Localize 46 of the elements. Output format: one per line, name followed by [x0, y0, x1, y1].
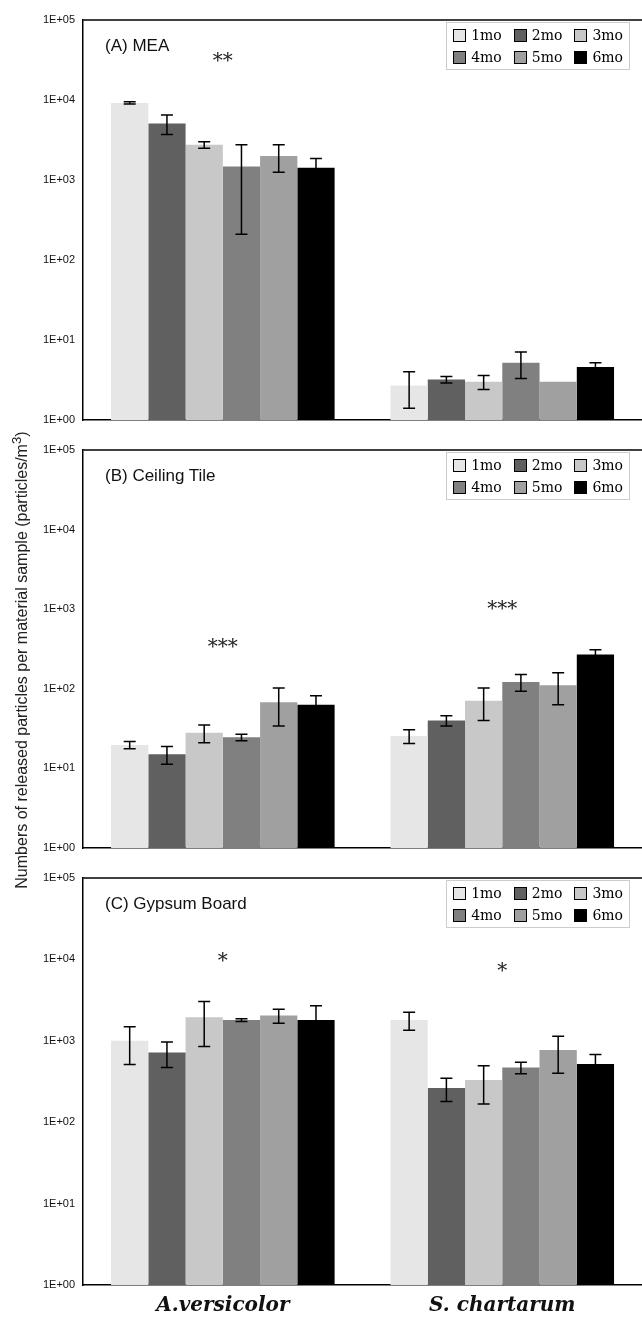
y-tick-label: 1E+02	[42, 681, 76, 694]
annotation: **	[212, 47, 233, 72]
legend-label: 3mo	[592, 885, 623, 901]
annotation: *	[497, 958, 508, 983]
legend-label: 5mo	[531, 49, 563, 65]
legend-label: 2mo	[531, 27, 563, 43]
y-tick-label: 1E+03	[42, 602, 76, 615]
annotation: ***	[207, 634, 238, 659]
y-tick-label: 1E+01	[42, 333, 76, 346]
legend-label: 3mo	[592, 27, 623, 43]
legend-label: 3mo	[592, 457, 623, 473]
x-tick-label: S. chartarum	[429, 1292, 576, 1317]
y-tick-label: 1E+04	[42, 93, 76, 106]
legend-label: 4mo	[471, 49, 502, 65]
legend-label: 5mo	[531, 907, 563, 923]
legend-label: 1mo	[471, 457, 502, 473]
legend-label: 6mo	[592, 479, 623, 495]
text: (B) Ceiling Tile	[105, 466, 216, 486]
legend-label: 1mo	[471, 885, 502, 901]
x-tick-label: A.versicolor	[154, 1292, 291, 1317]
legend-label: 6mo	[592, 49, 623, 65]
legend-label: 4mo	[471, 479, 502, 495]
y-tick-label: 1E+05	[42, 443, 76, 456]
y-tick-label: 1E+00	[42, 841, 76, 854]
legend-label: 1mo	[471, 27, 502, 43]
text: (A) MEA	[105, 36, 170, 56]
legend-label: 2mo	[531, 885, 563, 901]
y-tick-label: 1E+02	[42, 253, 76, 266]
legend-label: 4mo	[471, 907, 502, 923]
y-tick-label: 1E+00	[42, 413, 76, 426]
y-tick-label: 1E+02	[42, 1115, 76, 1128]
legend-label: 6mo	[592, 907, 623, 923]
legend-label: 2mo	[531, 457, 563, 473]
annotation: *	[217, 947, 228, 972]
y-tick-label: 1E+03	[42, 173, 76, 186]
annotation: ***	[487, 596, 518, 620]
y-tick-label: 1E+05	[42, 13, 76, 26]
y-tick-label: 1E+01	[42, 1196, 76, 1209]
y-tick-label: 1E+05	[42, 871, 76, 884]
y-tick-label: 1E+04	[42, 522, 76, 535]
y-tick-label: 1E+03	[42, 1033, 76, 1046]
y-tick-label: 1E+00	[42, 1278, 76, 1291]
text: (C) Gypsum Board	[105, 894, 247, 914]
legend-label: 5mo	[531, 479, 563, 495]
y-tick-label: 1E+01	[42, 761, 76, 774]
y-tick-label: 1E+04	[42, 952, 76, 965]
